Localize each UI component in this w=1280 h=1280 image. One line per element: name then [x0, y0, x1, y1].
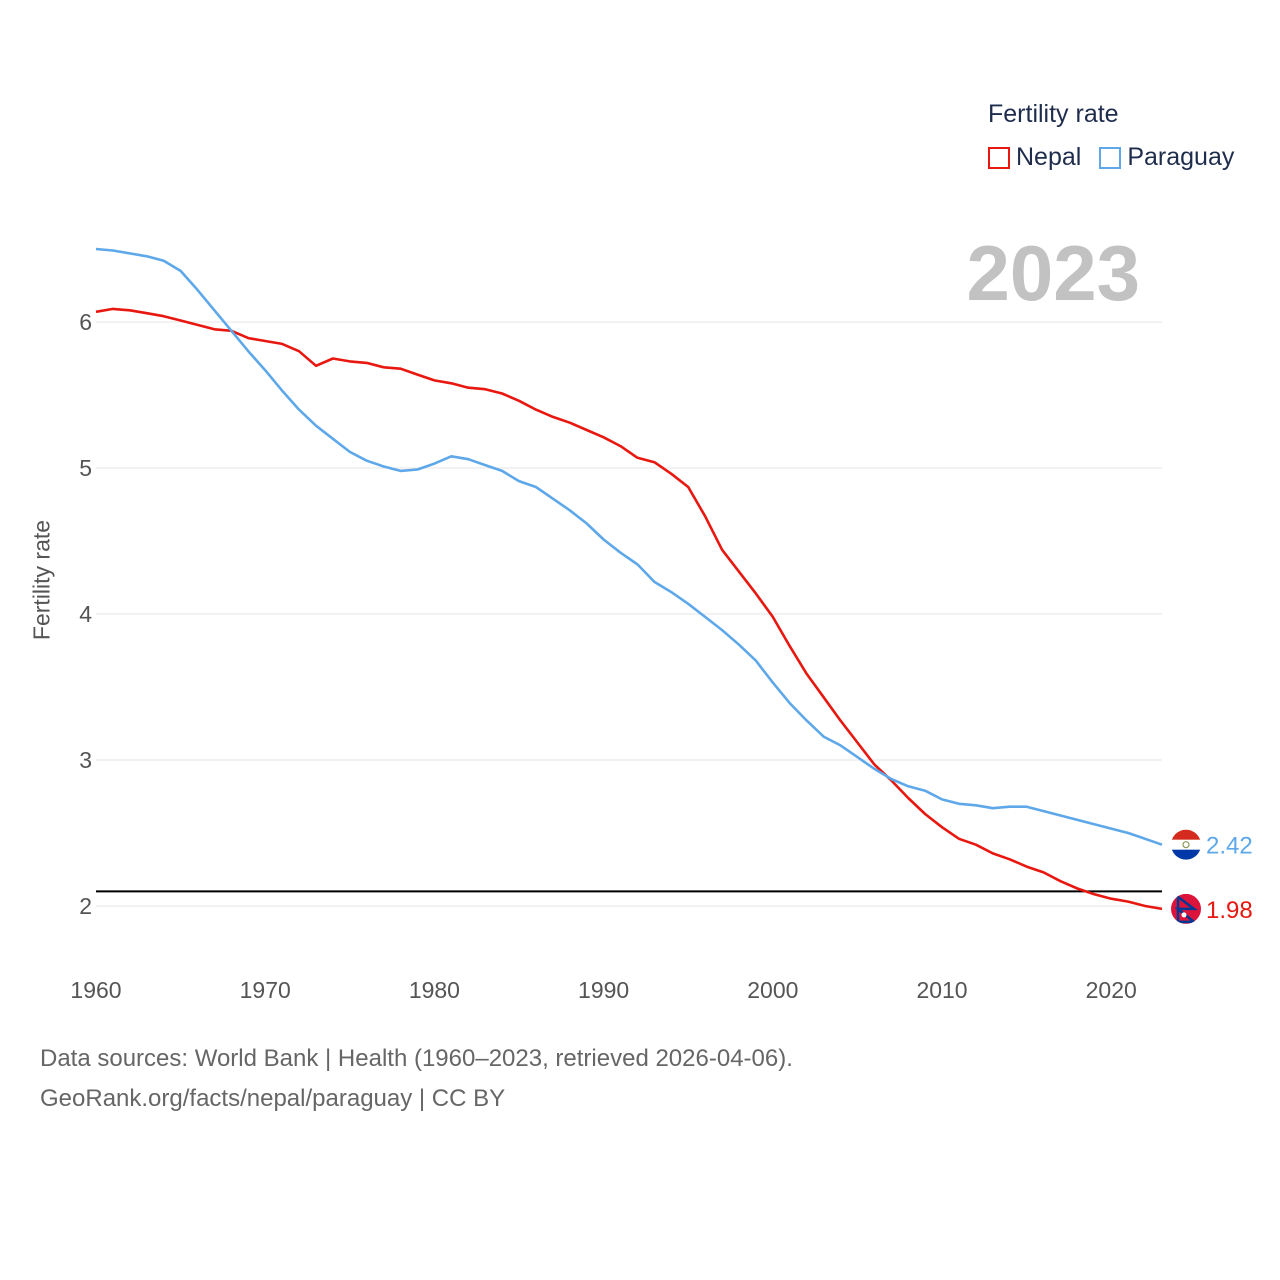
- footer-credit[interactable]: GeoRank.org/facts/nepal/paraguay | CC BY: [40, 1085, 506, 1112]
- y-tick-label: 4: [79, 601, 92, 627]
- series-line-paraguay: [95, 247, 1163, 846]
- x-tick-label: 1980: [409, 977, 460, 1003]
- legend: Nepal Paraguay: [988, 143, 1252, 172]
- series-line-nepal: [95, 307, 1163, 911]
- x-tick-label: 1990: [578, 977, 629, 1003]
- legend-swatch-paraguay: [1099, 146, 1122, 169]
- legend-label-paraguay: Paraguay: [1127, 143, 1235, 171]
- nepal-flag-icon: [1171, 893, 1201, 924]
- end-value-nepal: 1.98: [1206, 897, 1253, 924]
- y-tick-label: 6: [79, 309, 92, 335]
- x-tick-label: 2000: [747, 977, 798, 1003]
- legend-title: Fertility rate: [988, 100, 1119, 128]
- legend-swatch-nepal: [988, 146, 1010, 169]
- y-tick-label: 2: [79, 893, 92, 919]
- legend-item-paraguay[interactable]: Paraguay: [1099, 143, 1234, 172]
- legend-item-nepal[interactable]: Nepal: [988, 143, 1081, 172]
- legend-label-nepal: Nepal: [1016, 143, 1082, 171]
- x-tick-label: 1970: [240, 977, 291, 1003]
- year-label: 2023: [966, 229, 1140, 317]
- footer-sources: Data sources: World Bank | Health (1960–…: [40, 1045, 793, 1072]
- end-value-paraguay: 2.42: [1206, 833, 1253, 860]
- x-tick-label: 1960: [70, 977, 121, 1003]
- paraguay-flag-icon: [1171, 829, 1201, 860]
- x-tick-label: 2010: [916, 977, 967, 1003]
- y-tick-label: 3: [79, 747, 92, 773]
- y-tick-label: 5: [79, 455, 92, 481]
- x-tick-label: 2020: [1086, 977, 1137, 1003]
